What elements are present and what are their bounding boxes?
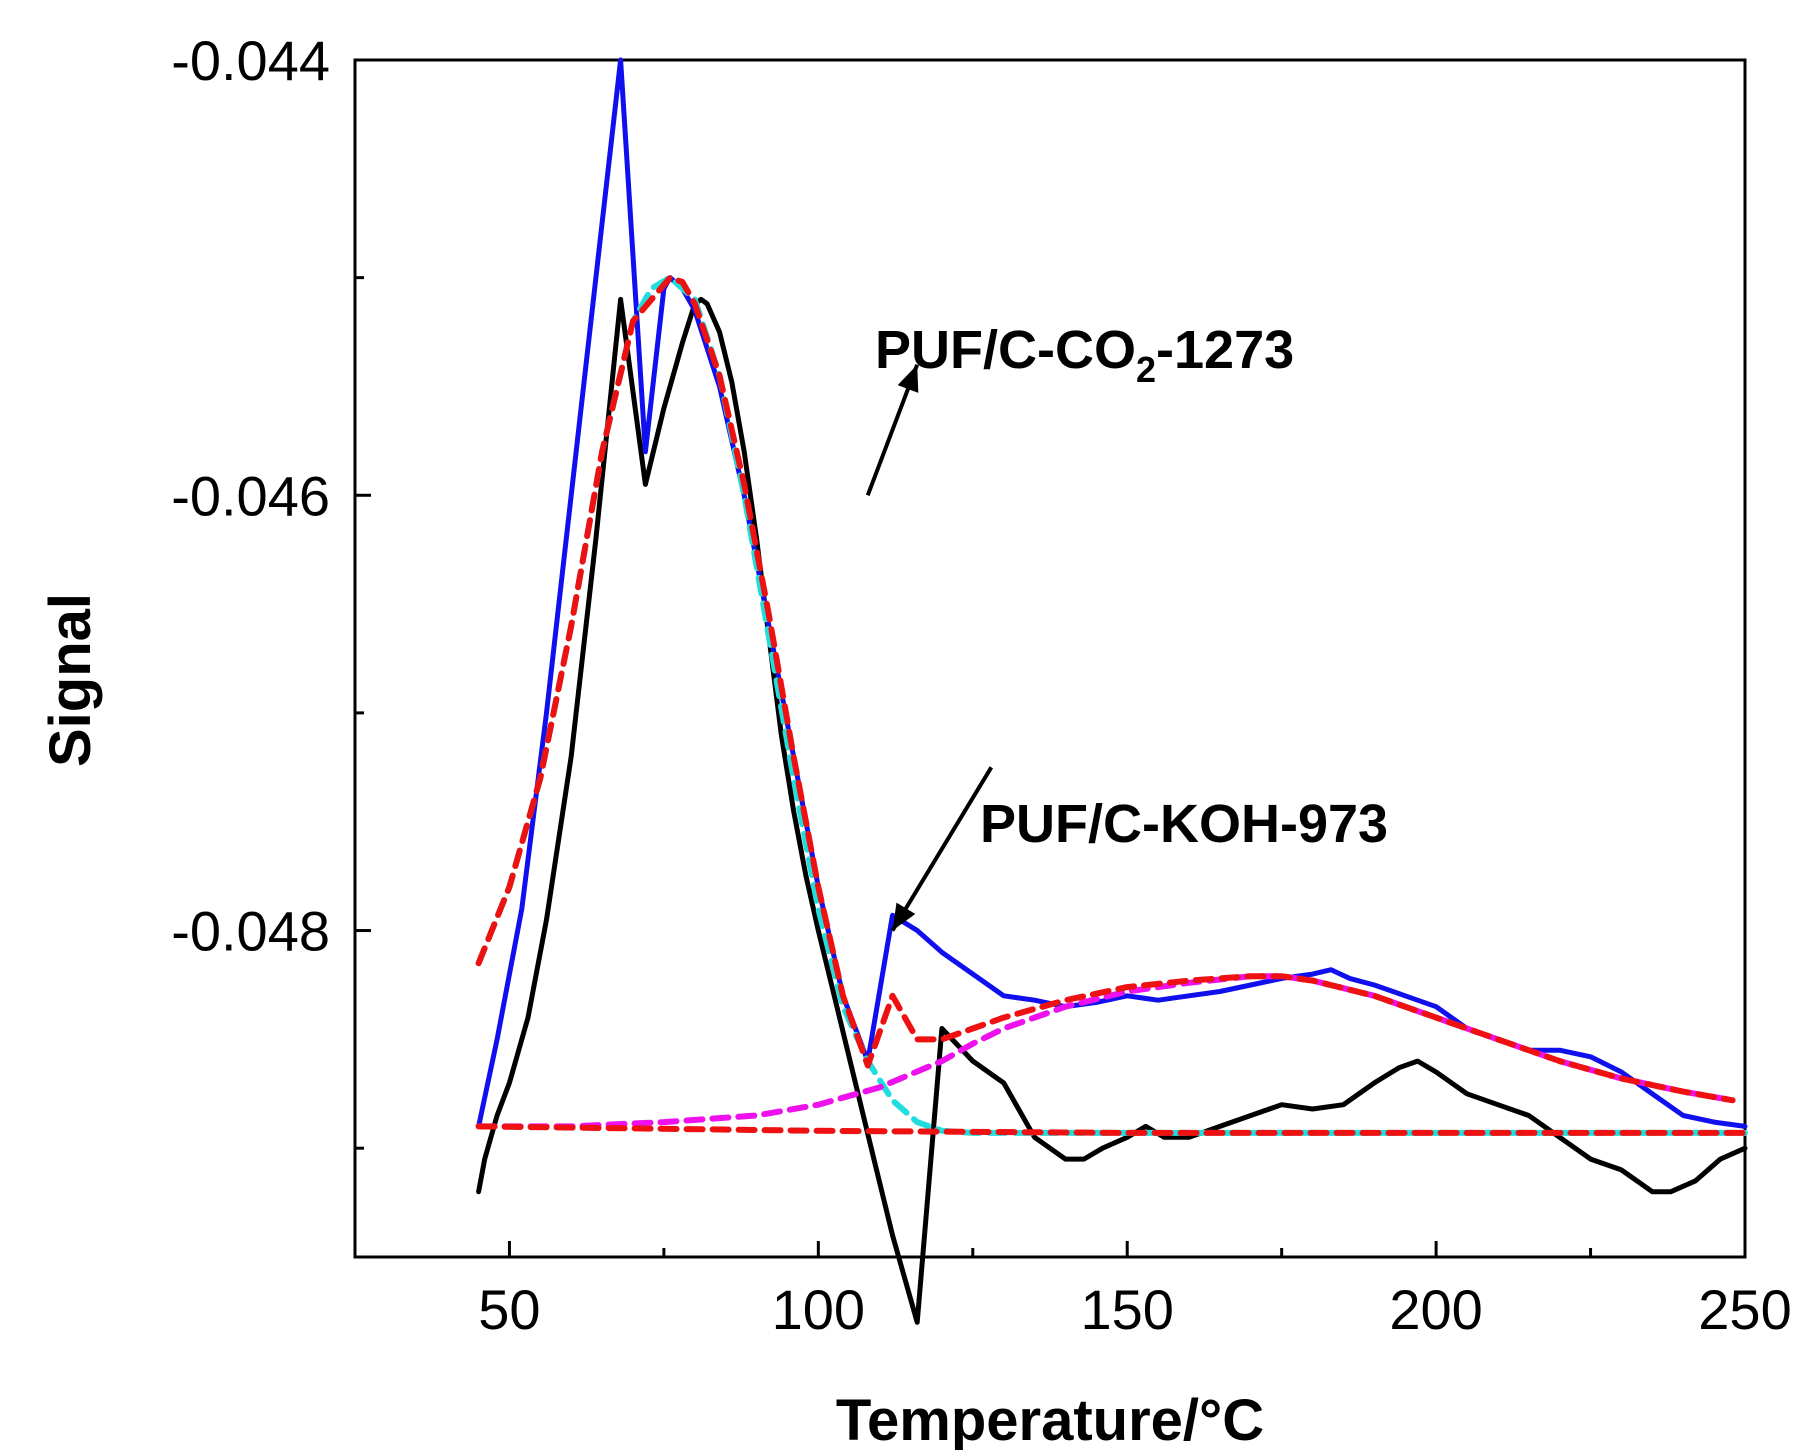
series-line-1 <box>476 57 1748 1129</box>
plot-frame <box>353 58 1747 1259</box>
annotation-co2-main: PUF/C-CO <box>875 320 1136 380</box>
x-tick-label: 50 <box>478 1278 540 1341</box>
series-line-3 <box>475 274 1748 1136</box>
y-axis-title: Signal <box>38 593 103 767</box>
annotation-co2: PUF/C-CO2-1273 <box>875 320 1294 390</box>
annotation-arrow-line <box>890 766 994 932</box>
x-tick-label: 200 <box>1389 1278 1482 1341</box>
x-tick-label: 100 <box>772 1278 865 1341</box>
annotation-arrowhead <box>897 364 919 393</box>
x-tick-label: 150 <box>1081 1278 1174 1341</box>
y-tick-label: -0.046 <box>171 464 330 527</box>
annotations: PUF/C-CO2-1273 PUF/C-KOH-973 <box>865 320 1388 932</box>
series-line-0 <box>476 296 1748 1325</box>
x-axis-title: Temperature/°C <box>836 1388 1264 1450</box>
annotation-co2-suffix: -1273 <box>1156 320 1294 380</box>
y-tick-label: -0.048 <box>171 900 330 963</box>
annotation-arrowhead <box>892 902 916 931</box>
series-line-5 <box>475 1123 1748 1136</box>
annotation-koh: PUF/C-KOH-973 <box>980 794 1388 854</box>
annotation-co2-subscript: 2 <box>1136 349 1156 390</box>
y-tick-label: -0.044 <box>171 29 330 92</box>
x-tick-label: 250 <box>1698 1278 1791 1341</box>
series-line-4 <box>475 973 1736 1130</box>
series-layer <box>475 57 1748 1325</box>
y-axis-ticks: -0.048 -0.046 -0.044 <box>171 29 371 1150</box>
series-line-2 <box>475 274 1736 1104</box>
x-axis-ticks: 50 100 150 200 250 <box>353 1241 1792 1341</box>
